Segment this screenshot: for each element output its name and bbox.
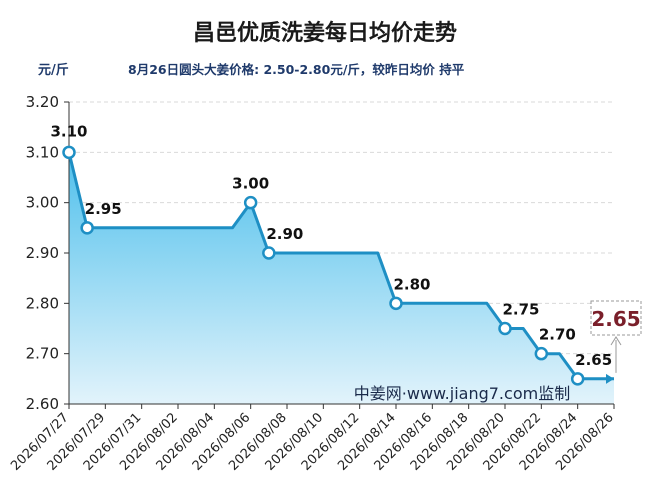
y-unit-label: 元/斤 bbox=[38, 62, 69, 78]
data-point-marker bbox=[80, 221, 94, 235]
y-tick-label: 2.70 bbox=[26, 345, 59, 363]
data-point-marker bbox=[498, 321, 512, 336]
y-tick-label: 3.20 bbox=[26, 93, 59, 111]
subtitle-price-note: 8月26日圆头大姜价格: 2.50-2.80元/斤，较昨日均价 持平 bbox=[128, 62, 465, 77]
data-point-marker bbox=[389, 296, 403, 311]
data-label: 2.80 bbox=[393, 275, 430, 293]
data-markers bbox=[62, 145, 585, 386]
data-point-marker bbox=[243, 195, 258, 210]
callout-arrowhead bbox=[610, 336, 622, 346]
data-labels: 3.10 2.95 3.00 2.90 2.80 2.752.70 2.65 bbox=[50, 122, 612, 369]
y-tick-label: 3.00 bbox=[26, 194, 59, 212]
area-fill bbox=[69, 152, 614, 404]
data-label: 2.90 bbox=[266, 225, 303, 243]
data-label: 2.65 bbox=[575, 351, 612, 369]
latest-price-callout: 2.65 bbox=[590, 300, 642, 336]
data-point-marker bbox=[62, 145, 76, 160]
y-tick-label: 2.60 bbox=[26, 395, 59, 413]
latest-price-box bbox=[590, 300, 642, 336]
data-label: 3.10 bbox=[50, 122, 87, 140]
price-line bbox=[67, 151, 614, 381]
y-tick-label: 2.90 bbox=[26, 244, 59, 262]
latest-price-value: 2.65 bbox=[591, 307, 640, 331]
data-label: 2.75 bbox=[502, 301, 539, 319]
y-tick-label: 3.10 bbox=[26, 143, 59, 161]
chart-title: 昌邑优质洗姜每日均价走势 bbox=[193, 20, 457, 46]
data-label: 2.70 bbox=[539, 326, 576, 344]
data-point-marker bbox=[570, 372, 585, 386]
data-point-marker bbox=[534, 346, 549, 361]
data-point-marker bbox=[262, 246, 276, 260]
watermark-text: 中姜网·www.jiang7.com监制 bbox=[354, 384, 570, 403]
data-label: 2.95 bbox=[85, 200, 122, 218]
data-label: 3.00 bbox=[232, 175, 269, 193]
y-tick-label: 2.80 bbox=[26, 294, 59, 312]
